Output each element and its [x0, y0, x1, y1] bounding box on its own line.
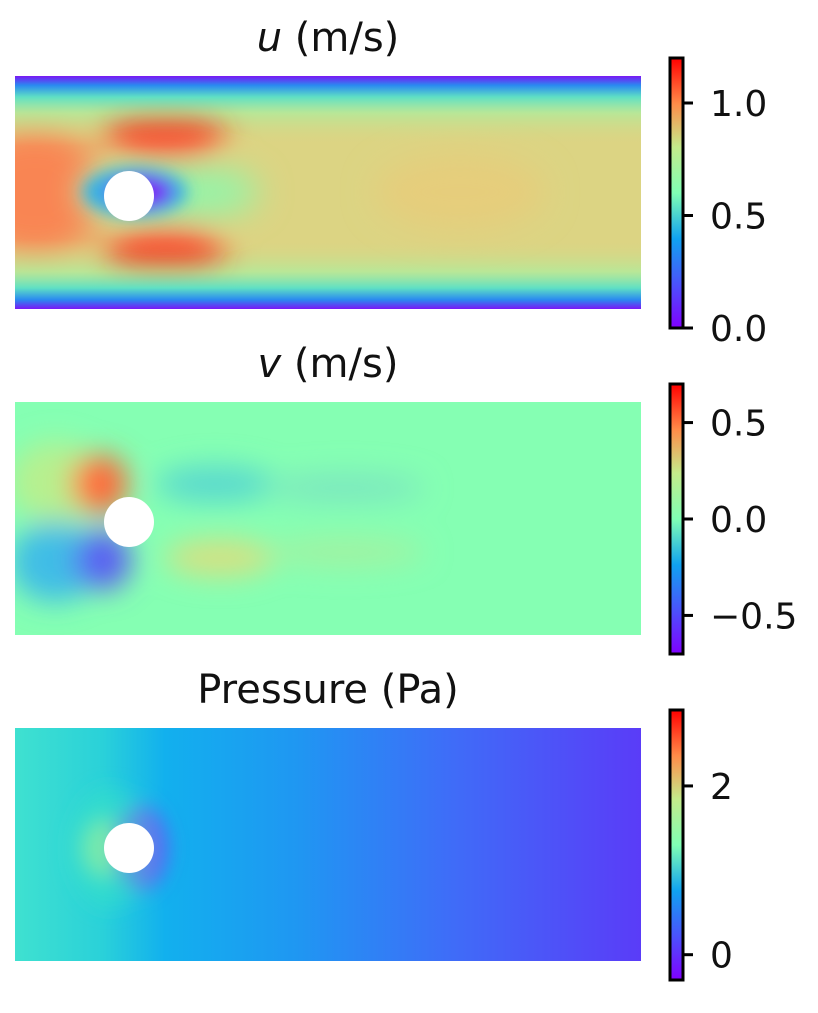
heatmap-pressure — [15, 728, 641, 961]
colorbar-tick-label: 0.5 — [710, 197, 767, 238]
heatmap-v-svg — [15, 442, 425, 602]
chart-panel-v: v (m/s) — [0, 334, 818, 660]
cylinder-obstacle — [104, 497, 154, 547]
colorbar-tick-label: 0 — [710, 936, 733, 977]
colorbar-pressure: 02 — [668, 708, 733, 982]
colorbar-u: 0.0 0.5 1.0 — [668, 56, 767, 350]
chart-title-pressure: Pressure (Pa) — [15, 660, 641, 720]
chart-panel-pressure: Pressure (Pa) — [0, 660, 818, 986]
colorbar-tick-label: −0.5 — [710, 596, 797, 637]
v-field-blobs — [15, 442, 425, 602]
colorbar-v: −0.5 0.0 0.5 — [668, 382, 797, 656]
cylinder-obstacle — [104, 823, 154, 873]
chart-panel-u: u (m/s) — [0, 8, 818, 350]
title-units: (m/s) — [282, 15, 400, 61]
heatmap-pressure-svg — [15, 728, 641, 961]
cylinder-obstacle — [104, 171, 154, 221]
title-symbol: u — [256, 15, 283, 61]
colorbar-tick-label: 1.0 — [710, 84, 767, 125]
title-symbol: v — [257, 341, 282, 387]
colorbar-tick-label: 0.0 — [710, 309, 767, 350]
heatmap-u-svg — [15, 76, 641, 309]
title-units: Pressure (Pa) — [197, 667, 459, 713]
chart-title-v: v (m/s) — [15, 334, 641, 394]
chart-title-u: u (m/s) — [15, 8, 641, 68]
heatmap-v — [15, 402, 641, 635]
colorbar-tick-label: 0.0 — [710, 500, 767, 541]
colorbar-tick-label: 0.5 — [710, 404, 767, 445]
heatmap-u — [15, 76, 641, 309]
colorbar-tick-label: 2 — [710, 767, 733, 808]
title-units: (m/s) — [281, 341, 399, 387]
